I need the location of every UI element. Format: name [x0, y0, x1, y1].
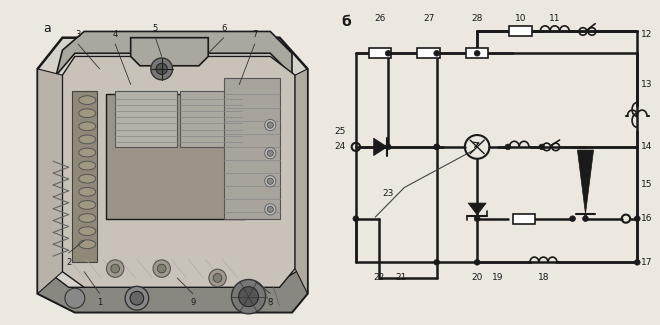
Circle shape: [385, 50, 391, 56]
Bar: [106, 94, 246, 219]
Ellipse shape: [79, 135, 96, 144]
Ellipse shape: [79, 188, 96, 196]
Text: 22: 22: [373, 273, 384, 282]
Circle shape: [634, 260, 640, 265]
Polygon shape: [38, 69, 63, 293]
Polygon shape: [38, 38, 308, 312]
Text: 8: 8: [267, 298, 273, 307]
Circle shape: [267, 178, 273, 184]
Circle shape: [265, 120, 276, 131]
Bar: [513, 214, 535, 224]
Circle shape: [130, 291, 144, 305]
Text: 16: 16: [641, 214, 653, 223]
Text: 3: 3: [75, 30, 81, 39]
Text: 26: 26: [374, 15, 386, 23]
Ellipse shape: [79, 109, 96, 118]
Polygon shape: [295, 69, 308, 293]
Text: б: б: [341, 15, 351, 29]
Bar: [466, 48, 488, 58]
Text: 14: 14: [642, 142, 653, 151]
Text: 18: 18: [538, 273, 549, 282]
Circle shape: [505, 144, 511, 150]
Circle shape: [475, 50, 480, 56]
Text: а: а: [43, 22, 51, 35]
Circle shape: [232, 280, 265, 314]
Text: 7: 7: [252, 30, 257, 39]
Circle shape: [106, 260, 124, 277]
Ellipse shape: [79, 227, 96, 236]
Circle shape: [157, 264, 166, 273]
Text: 13: 13: [641, 80, 653, 89]
Polygon shape: [131, 38, 209, 66]
Polygon shape: [374, 138, 387, 156]
Circle shape: [151, 58, 172, 80]
Ellipse shape: [79, 214, 96, 222]
Polygon shape: [468, 203, 486, 215]
Text: 28: 28: [471, 15, 483, 23]
Circle shape: [434, 260, 440, 265]
Ellipse shape: [79, 148, 96, 157]
Polygon shape: [578, 150, 593, 214]
Ellipse shape: [79, 122, 96, 131]
Text: 24: 24: [334, 142, 345, 151]
Bar: [115, 91, 177, 147]
Circle shape: [153, 260, 170, 277]
Text: 12: 12: [642, 30, 653, 39]
Circle shape: [570, 216, 576, 221]
Circle shape: [209, 269, 226, 287]
Text: 17: 17: [641, 258, 653, 267]
Polygon shape: [38, 268, 308, 312]
Bar: [369, 48, 391, 58]
Circle shape: [239, 287, 259, 307]
Circle shape: [353, 216, 359, 221]
Circle shape: [265, 204, 276, 215]
Bar: [72, 91, 96, 262]
Polygon shape: [56, 32, 292, 75]
Circle shape: [156, 63, 167, 74]
Circle shape: [434, 144, 440, 150]
Ellipse shape: [79, 201, 96, 209]
Ellipse shape: [79, 174, 96, 183]
Ellipse shape: [79, 161, 96, 170]
Text: 19: 19: [492, 273, 504, 282]
Text: 25: 25: [334, 127, 345, 136]
Circle shape: [583, 216, 589, 221]
Circle shape: [65, 288, 84, 308]
Text: 5: 5: [153, 24, 158, 33]
Circle shape: [475, 260, 480, 265]
Circle shape: [265, 148, 276, 159]
Circle shape: [213, 274, 222, 282]
Circle shape: [385, 144, 391, 150]
Text: 2: 2: [66, 258, 71, 267]
Circle shape: [267, 150, 273, 156]
Circle shape: [265, 176, 276, 187]
Bar: [417, 48, 440, 58]
Text: 27: 27: [423, 15, 434, 23]
Bar: [180, 91, 242, 147]
Circle shape: [434, 50, 440, 56]
Text: 15: 15: [641, 180, 653, 189]
Bar: [224, 78, 280, 219]
Text: 11: 11: [549, 15, 560, 23]
Bar: [510, 26, 532, 36]
Circle shape: [111, 264, 119, 273]
Text: 1: 1: [97, 298, 102, 307]
Circle shape: [434, 144, 440, 150]
Text: 20: 20: [471, 273, 483, 282]
Circle shape: [125, 286, 148, 310]
Circle shape: [475, 216, 480, 221]
Ellipse shape: [79, 240, 96, 249]
Polygon shape: [63, 57, 295, 287]
Text: 10: 10: [515, 15, 527, 23]
Circle shape: [634, 216, 640, 221]
Circle shape: [539, 144, 544, 150]
Text: 23: 23: [383, 189, 394, 198]
Text: 4: 4: [113, 30, 117, 39]
Circle shape: [267, 206, 273, 213]
Text: 6: 6: [221, 24, 226, 33]
Text: 9: 9: [190, 298, 195, 307]
Text: 21: 21: [395, 273, 407, 282]
Ellipse shape: [79, 96, 96, 104]
Circle shape: [267, 122, 273, 128]
